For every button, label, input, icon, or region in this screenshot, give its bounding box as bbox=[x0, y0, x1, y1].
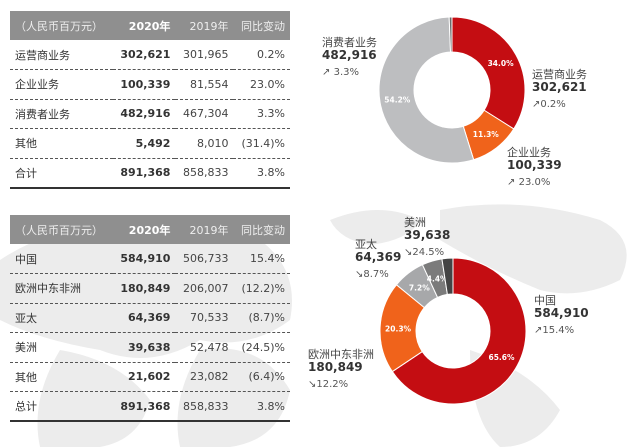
table-cell: 亚太 bbox=[10, 303, 113, 333]
slice-percent-label: 65.6% bbox=[488, 353, 515, 362]
arrow-down-icon: ↘ bbox=[355, 269, 364, 280]
table-row: 其他 21,602 23,082 (6.4)% bbox=[10, 362, 290, 392]
table-cell: 302,621 bbox=[112, 40, 176, 70]
table-cell: 506,733 bbox=[175, 244, 234, 274]
arrow-up-icon: ↗ bbox=[322, 67, 331, 78]
table-cell: 21,602 bbox=[112, 362, 176, 392]
header-cell: 2019年 bbox=[175, 11, 234, 40]
table-cell: 891,368 bbox=[112, 391, 176, 422]
table-cell: 运营商业务 bbox=[10, 40, 113, 70]
slice-percent-label: 11.3% bbox=[473, 130, 500, 139]
arrow-up-icon: ↗ bbox=[534, 325, 543, 336]
donut-slice bbox=[451, 16, 526, 130]
donut-slice bbox=[441, 257, 454, 295]
table-cell: 39,638 bbox=[112, 332, 176, 363]
table-cell: 8,010 bbox=[175, 128, 234, 159]
table-cell: 消费者业务 bbox=[10, 99, 113, 129]
table-cell: 100,339 bbox=[112, 69, 176, 100]
arrow-up-icon: ↗ bbox=[507, 177, 516, 188]
table-cell: 0.2% bbox=[233, 40, 290, 70]
table-cell: 180,849 bbox=[112, 273, 176, 304]
table-header: （人民币百万元） 2020年 2019年 同比变动 bbox=[10, 215, 290, 244]
table-row: 合计 891,368 858,833 3.8% bbox=[10, 158, 290, 189]
label-emea: 欧洲中东非洲 180,849 ↘12.2% bbox=[308, 348, 374, 390]
table-cell: 70,533 bbox=[175, 303, 234, 333]
table-row: 欧洲中东非洲 180,849 206,007 (12.2)% bbox=[10, 273, 290, 304]
header-cell: 2020年 bbox=[112, 11, 176, 40]
revenue-by-business-table: （人民币百万元） 2020年 2019年 同比变动 运营商业务 302,621 301,96… bbox=[10, 11, 290, 189]
table-cell: (6.4)% bbox=[233, 362, 290, 392]
table-row: 中国 584,910 506,733 15.4% bbox=[10, 244, 290, 274]
arrow-down-icon: ↘ bbox=[308, 379, 317, 390]
table-cell: 206,007 bbox=[175, 273, 234, 304]
label-consumer: 消费者业务 482,916 ↗ 3.3% bbox=[322, 36, 377, 78]
table-cell: 584,910 bbox=[112, 244, 176, 274]
slice-percent-label: 20.3% bbox=[385, 324, 412, 333]
revenue-by-region-table: （人民币百万元） 2020年 2019年 同比变动 中国 584,910 506,733 15… bbox=[10, 215, 290, 422]
table-cell: (31.4)% bbox=[233, 128, 290, 159]
table-cell: 中国 bbox=[10, 244, 113, 274]
header-cell: 同比变动 bbox=[233, 11, 290, 40]
arrow-down-icon: ↘ bbox=[404, 247, 413, 258]
header-cell: 2019年 bbox=[175, 215, 234, 244]
table-cell: 3.8% bbox=[233, 158, 290, 189]
table-cell: 52,478 bbox=[175, 332, 234, 363]
table-cell: 其他 bbox=[10, 128, 113, 159]
table-cell: 858,833 bbox=[175, 158, 234, 189]
table-cell: 64,369 bbox=[112, 303, 176, 333]
header-cell: （人民币百万元） bbox=[10, 11, 113, 40]
table-header: （人民币百万元） 2020年 2019年 同比变动 bbox=[10, 11, 290, 40]
donut-slice bbox=[378, 16, 475, 164]
table-cell: 482,916 bbox=[112, 99, 176, 129]
table-cell: 891,368 bbox=[112, 158, 176, 189]
label-china: 中国 584,910 ↗15.4% bbox=[534, 294, 589, 336]
table-row: 其他 5,492 8,010 (31.4)% bbox=[10, 128, 290, 159]
header-cell: 同比变动 bbox=[233, 215, 290, 244]
label-apac: 亚太 64,369 ↘8.7% bbox=[355, 238, 402, 280]
table-cell: (8.7)% bbox=[233, 303, 290, 333]
table-cell: 23.0% bbox=[233, 69, 290, 100]
header-cell: （人民币百万元） bbox=[10, 215, 113, 244]
arrow-up-icon: ↗ bbox=[532, 99, 541, 110]
table-cell: 467,304 bbox=[175, 99, 234, 129]
table-cell: 301,965 bbox=[175, 40, 234, 70]
table-row: 运营商业务 302,621 301,965 0.2% bbox=[10, 40, 290, 70]
slice-percent-label: 34.0% bbox=[488, 59, 515, 68]
label-americas: 美洲 39,638 ↘24.5% bbox=[404, 216, 451, 258]
table-row: 企业业务 100,339 81,554 23.0% bbox=[10, 69, 290, 100]
table-cell: 其他 bbox=[10, 362, 113, 392]
table-row: 美洲 39,638 52,478 (24.5)% bbox=[10, 332, 290, 363]
slice-percent-label: 54.2% bbox=[384, 95, 411, 104]
table-cell: (12.2)% bbox=[233, 273, 290, 304]
table-cell: 81,554 bbox=[175, 69, 234, 100]
label-enterprise: 企业业务 100,339 ↗ 23.0% bbox=[507, 146, 562, 188]
table-cell: 总计 bbox=[10, 391, 113, 422]
table-cell: 合计 bbox=[10, 158, 113, 189]
table-row: 亚太 64,369 70,533 (8.7)% bbox=[10, 303, 290, 333]
table-row: 消费者业务 482,916 467,304 3.3% bbox=[10, 99, 290, 129]
table-cell: 企业业务 bbox=[10, 69, 113, 100]
slice-percent-label: 7.2% bbox=[409, 284, 430, 293]
label-carrier: 运营商业务 302,621 ↗0.2% bbox=[532, 68, 587, 110]
table-cell: 858,833 bbox=[175, 391, 234, 422]
header-cell: 2020年 bbox=[112, 215, 176, 244]
donut-slice bbox=[448, 16, 453, 53]
table-cell: 23,082 bbox=[175, 362, 234, 392]
table-cell: 3.3% bbox=[233, 99, 290, 129]
donut-slice bbox=[391, 257, 527, 405]
table-cell: 3.8% bbox=[233, 391, 290, 422]
table-cell: 5,492 bbox=[112, 128, 176, 159]
table-cell: 欧洲中东非洲 bbox=[10, 273, 113, 304]
table-row: 总计 891,368 858,833 3.8% bbox=[10, 391, 290, 422]
table-cell: 美洲 bbox=[10, 332, 113, 363]
slice-percent-label: 4.4% bbox=[427, 274, 448, 283]
table-cell: 15.4% bbox=[233, 244, 290, 274]
table-cell: (24.5)% bbox=[233, 332, 290, 363]
